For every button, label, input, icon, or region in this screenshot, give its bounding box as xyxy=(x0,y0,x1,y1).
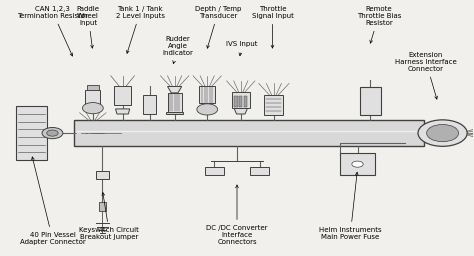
FancyBboxPatch shape xyxy=(235,96,237,107)
Text: Paddle
Wheel
Input: Paddle Wheel Input xyxy=(77,6,100,48)
FancyBboxPatch shape xyxy=(199,87,215,103)
FancyBboxPatch shape xyxy=(239,96,242,107)
FancyBboxPatch shape xyxy=(85,90,100,104)
FancyBboxPatch shape xyxy=(205,167,224,175)
FancyBboxPatch shape xyxy=(340,153,375,175)
FancyBboxPatch shape xyxy=(167,93,182,112)
FancyBboxPatch shape xyxy=(264,95,283,115)
FancyBboxPatch shape xyxy=(143,95,156,114)
Circle shape xyxy=(82,103,103,114)
Text: Helm Instruments
Main Power Fuse: Helm Instruments Main Power Fuse xyxy=(319,172,382,240)
Text: CAN 1,2,3
Termination Resistor: CAN 1,2,3 Termination Resistor xyxy=(17,6,88,56)
Text: Depth / Temp
Transducer: Depth / Temp Transducer xyxy=(195,6,241,48)
Text: DC /DC Converter
Interface
Connectors: DC /DC Converter Interface Connectors xyxy=(206,185,268,245)
Text: IVS Input: IVS Input xyxy=(226,41,257,56)
FancyBboxPatch shape xyxy=(232,92,250,108)
Polygon shape xyxy=(234,108,247,114)
Circle shape xyxy=(47,130,58,136)
FancyBboxPatch shape xyxy=(99,202,106,211)
Polygon shape xyxy=(116,109,130,114)
FancyBboxPatch shape xyxy=(16,106,47,160)
Polygon shape xyxy=(167,87,182,93)
Text: Rudder
Angle
Indicator: Rudder Angle Indicator xyxy=(163,36,193,63)
Text: Throttle
Signal Input: Throttle Signal Input xyxy=(252,6,293,48)
Text: Keyswitch Circuit
Breakout Jumper: Keyswitch Circuit Breakout Jumper xyxy=(80,193,139,240)
FancyBboxPatch shape xyxy=(87,85,99,90)
Text: Extension
Harness Interface
Connector: Extension Harness Interface Connector xyxy=(395,52,457,99)
Circle shape xyxy=(427,124,458,142)
Circle shape xyxy=(352,161,363,167)
Circle shape xyxy=(42,127,63,139)
FancyBboxPatch shape xyxy=(360,87,381,115)
FancyBboxPatch shape xyxy=(244,96,247,107)
Circle shape xyxy=(197,104,218,115)
FancyBboxPatch shape xyxy=(250,167,269,175)
FancyBboxPatch shape xyxy=(166,112,183,114)
FancyBboxPatch shape xyxy=(114,86,131,105)
Text: Tank 1 / Tank
2 Level Inputs: Tank 1 / Tank 2 Level Inputs xyxy=(116,6,164,53)
Text: 40 Pin Vessel
Adapter Connector: 40 Pin Vessel Adapter Connector xyxy=(19,157,85,245)
Circle shape xyxy=(418,120,467,146)
Text: Remote
Throttle Bias
Resistor: Remote Throttle Bias Resistor xyxy=(356,6,401,43)
FancyBboxPatch shape xyxy=(96,171,109,179)
FancyBboxPatch shape xyxy=(74,120,424,146)
